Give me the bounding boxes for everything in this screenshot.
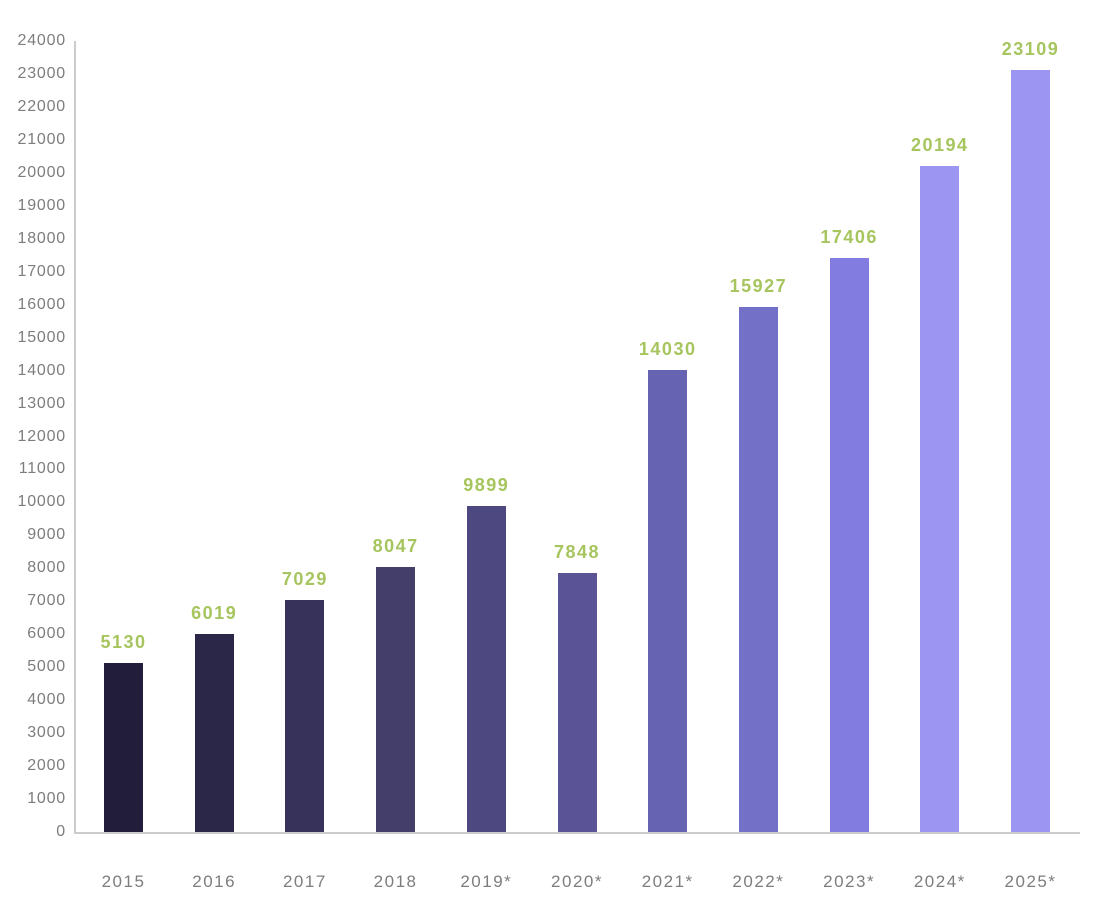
- bar-2024*: [920, 166, 960, 832]
- bar-2019*: [466, 505, 506, 832]
- y-tick-label-20000: 20000: [17, 163, 66, 181]
- y-tick-label-6000: 6000: [27, 625, 66, 643]
- bar-value-label-2018: 8047: [372, 535, 419, 556]
- x-tick-label-2024*: 2024*: [913, 872, 966, 891]
- bar-value-label-2025*: 23109: [1001, 39, 1060, 60]
- y-tick-label-3000: 3000: [27, 724, 66, 742]
- x-tick-label-2020*: 2020*: [551, 872, 603, 891]
- y-tick-label-5000: 5000: [27, 658, 66, 676]
- y-tick-label-18000: 18000: [17, 229, 66, 247]
- y-tick-label-16000: 16000: [17, 295, 66, 313]
- x-tick-label-2025*: 2025*: [1004, 872, 1057, 891]
- bar-value-label-2019*: 9899: [463, 474, 510, 495]
- y-tick-label-22000: 22000: [17, 97, 66, 115]
- bar-value-label-2015: 5130: [100, 631, 147, 652]
- bar-value-label-2016: 6019: [191, 602, 238, 623]
- x-tick-label-2018: 2018: [373, 872, 418, 891]
- y-tick-label-7000: 7000: [27, 592, 66, 610]
- bar-value-label-2020*: 7848: [553, 542, 601, 563]
- y-tick-label-11000: 11000: [18, 460, 66, 478]
- x-tick-label-2023*: 2023*: [823, 872, 876, 891]
- bar-2025*: [1011, 70, 1050, 832]
- y-axis-line: [74, 41, 76, 832]
- bar-2023*: [829, 258, 869, 832]
- y-tick-label-21000: 21000: [17, 130, 66, 148]
- y-tick-label-19000: 19000: [17, 196, 66, 214]
- y-tick-label-24000: 24000: [17, 32, 66, 49]
- bar-2022*: [738, 307, 778, 832]
- x-tick-label-2019*: 2019*: [460, 872, 513, 891]
- x-tick-label-2017: 2017: [282, 872, 327, 891]
- x-tick-label-2016: 2016: [192, 872, 237, 891]
- bar-value-label-2022*: 15927: [729, 276, 788, 297]
- y-tick-label-2000: 2000: [27, 757, 66, 775]
- y-tick-label-8000: 8000: [27, 559, 66, 577]
- x-axis-line: [74, 832, 1080, 834]
- bar-2015: [104, 662, 143, 832]
- x-tick-label-2015: 2015: [101, 872, 146, 891]
- x-tick-label-2022*: 2022*: [732, 872, 785, 891]
- y-tick-label-13000: 13000: [17, 394, 66, 412]
- bar-2017: [285, 600, 325, 832]
- bar-2021*: [648, 369, 688, 832]
- y-tick-label-0: 0: [56, 823, 66, 840]
- bar-value-label-2021*: 14030: [638, 338, 697, 359]
- x-tick-label-2021*: 2021*: [641, 872, 694, 891]
- y-tick-label-23000: 23000: [17, 64, 66, 82]
- bar-value-label-2017: 7029: [281, 569, 328, 590]
- bar-value-label-2023*: 17406: [820, 227, 878, 248]
- bar-2020*: [557, 573, 597, 832]
- y-tick-label-10000: 10000: [17, 493, 66, 511]
- y-tick-label-15000: 15000: [17, 328, 66, 346]
- bar-2016: [194, 633, 234, 832]
- y-tick-label-14000: 14000: [17, 361, 66, 379]
- bar-value-label-2024*: 20194: [911, 135, 969, 156]
- y-tick-label-12000: 12000: [17, 427, 66, 445]
- y-tick-label-9000: 9000: [27, 526, 66, 544]
- y-tick-label-17000: 17000: [17, 262, 66, 280]
- y-tick-label-1000: 1000: [27, 790, 66, 808]
- y-tick-label-4000: 4000: [27, 691, 66, 709]
- bar-2018: [376, 566, 416, 832]
